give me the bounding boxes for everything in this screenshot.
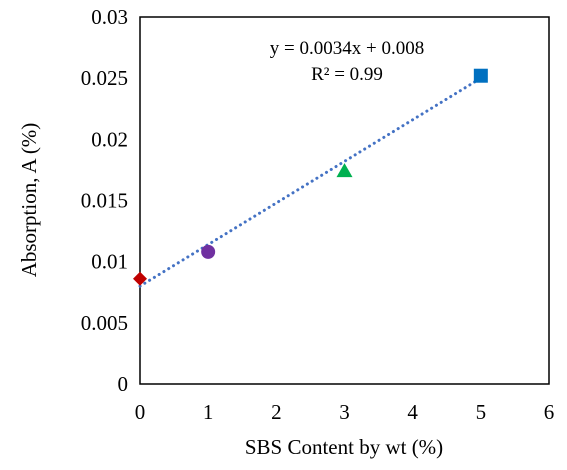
data-markers	[133, 68, 488, 286]
y-tick-label: 0	[118, 372, 129, 396]
y-tick-label: 0.01	[91, 250, 128, 274]
y-axis-title: Absorption, A (%)	[17, 123, 41, 278]
x-axis-title: SBS Content by wt (%)	[245, 435, 443, 459]
x-tick-label: 1	[203, 400, 214, 424]
x-tick-label: 4	[407, 400, 418, 424]
x-tick-label: 2	[271, 400, 282, 424]
x-tick-labels: 0 1 2 3 4 5 6	[135, 400, 555, 424]
y-tick-label: 0.02	[91, 127, 128, 151]
y-tick-label: 0.015	[81, 189, 128, 213]
y-tick-label: 0.005	[81, 311, 128, 335]
trendline-r-squared: R² = 0.99	[311, 64, 383, 85]
data-point-triangle	[336, 163, 353, 178]
trendline	[138, 76, 483, 288]
trendline-equation: y = 0.0034x + 0.008	[270, 38, 424, 59]
y-tick-label: 0.03	[91, 5, 128, 29]
x-tick-label: 5	[476, 400, 487, 424]
data-point-square	[473, 68, 488, 83]
x-tick-label: 3	[339, 400, 350, 424]
x-tick-label: 6	[544, 400, 555, 424]
x-tick-label: 0	[135, 400, 146, 424]
y-tick-labels: 0 0.005 0.01 0.015 0.02 0.025 0.03	[81, 5, 128, 396]
data-point-circle	[201, 244, 216, 259]
y-tick-label: 0.025	[81, 66, 128, 90]
data-point-diamond	[133, 271, 147, 286]
